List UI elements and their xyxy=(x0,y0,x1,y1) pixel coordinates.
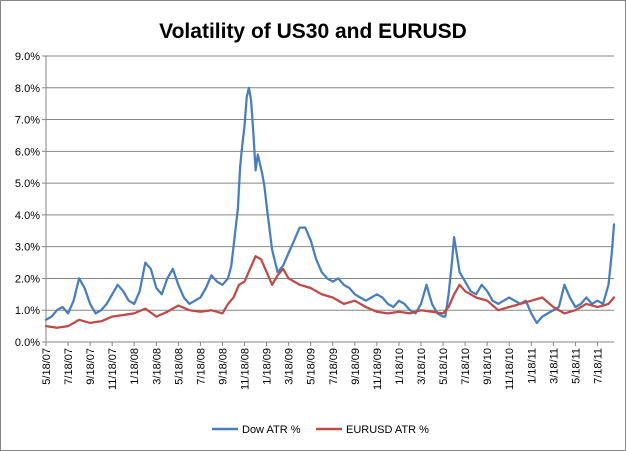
y-tick-label: 3.0% xyxy=(15,242,40,254)
x-tick-labels: 5/18/07 7/18/07 9/18/07 11/18/07 1/18/08 3/18… xyxy=(41,348,604,390)
x-tick-label: 11/18/07 xyxy=(107,348,119,390)
series-lines xyxy=(44,86,616,329)
x-tick-label: 1/18/11 xyxy=(526,348,538,384)
y-tick-labels: 0.0% 1.0% 2.0% 3.0% 4.0% 5.0% 6.0% 7.0% 8.0% 9.0% xyxy=(15,51,40,349)
y-tick-label: 4.0% xyxy=(15,210,40,222)
x-tick-label: 7/18/09 xyxy=(328,348,340,385)
x-tick-label: 5/18/10 xyxy=(438,348,450,385)
y-tick-label: 9.0% xyxy=(15,51,40,63)
x-tick-label: 9/18/10 xyxy=(482,348,494,385)
chart-title: Volatility of US30 and EURUSD xyxy=(159,20,467,43)
y-tick-label: 2.0% xyxy=(15,273,40,285)
y-tick-label: 0.0% xyxy=(15,337,40,349)
y-tick-label: 5.0% xyxy=(15,178,40,190)
x-tick-label: 9/18/09 xyxy=(350,348,362,385)
y-tick-label: 1.0% xyxy=(15,305,40,317)
y-tick-label: 7.0% xyxy=(15,115,40,127)
x-tick-label: 5/18/07 xyxy=(41,348,53,385)
x-tick-label: 9/18/08 xyxy=(217,348,229,385)
y-tick-label: 6.0% xyxy=(15,146,40,158)
x-tick-label: 7/18/08 xyxy=(195,348,207,385)
x-tick-label: 7/18/07 xyxy=(63,348,75,385)
x-tick-label: 7/18/10 xyxy=(460,348,472,385)
x-tick-label: 11/18/10 xyxy=(504,348,516,390)
x-tick-label: 3/18/11 xyxy=(548,348,560,384)
y-tick-label: 8.0% xyxy=(15,83,40,95)
x-tick-label: 1/18/09 xyxy=(262,348,274,385)
x-tick-label: 9/18/07 xyxy=(85,348,97,385)
legend-label: Dow ATR % xyxy=(242,424,301,436)
x-tick-label: 11/18/09 xyxy=(372,348,384,390)
x-tick-label: 5/18/08 xyxy=(173,348,185,385)
x-tick-label: 3/18/10 xyxy=(416,348,428,385)
grid-lines xyxy=(46,55,614,311)
series-line-eurusd xyxy=(44,255,616,329)
x-tick-label: 1/18/10 xyxy=(394,348,406,385)
x-tick-label: 1/18/08 xyxy=(129,348,141,385)
x-tick-label: 5/18/09 xyxy=(306,348,318,385)
axes xyxy=(42,55,614,346)
x-tick-label: 11/18/08 xyxy=(240,348,252,390)
x-tick-label: 3/18/08 xyxy=(151,348,163,385)
x-tick-label: 3/18/09 xyxy=(284,348,296,385)
x-tick-label: 7/18/11 xyxy=(592,348,604,384)
legend: Dow ATR % EURUSD ATR % xyxy=(212,424,429,436)
series-line-dow xyxy=(44,86,616,325)
legend-label: EURUSD ATR % xyxy=(346,424,429,436)
x-tick-label: 5/18/11 xyxy=(570,348,582,384)
